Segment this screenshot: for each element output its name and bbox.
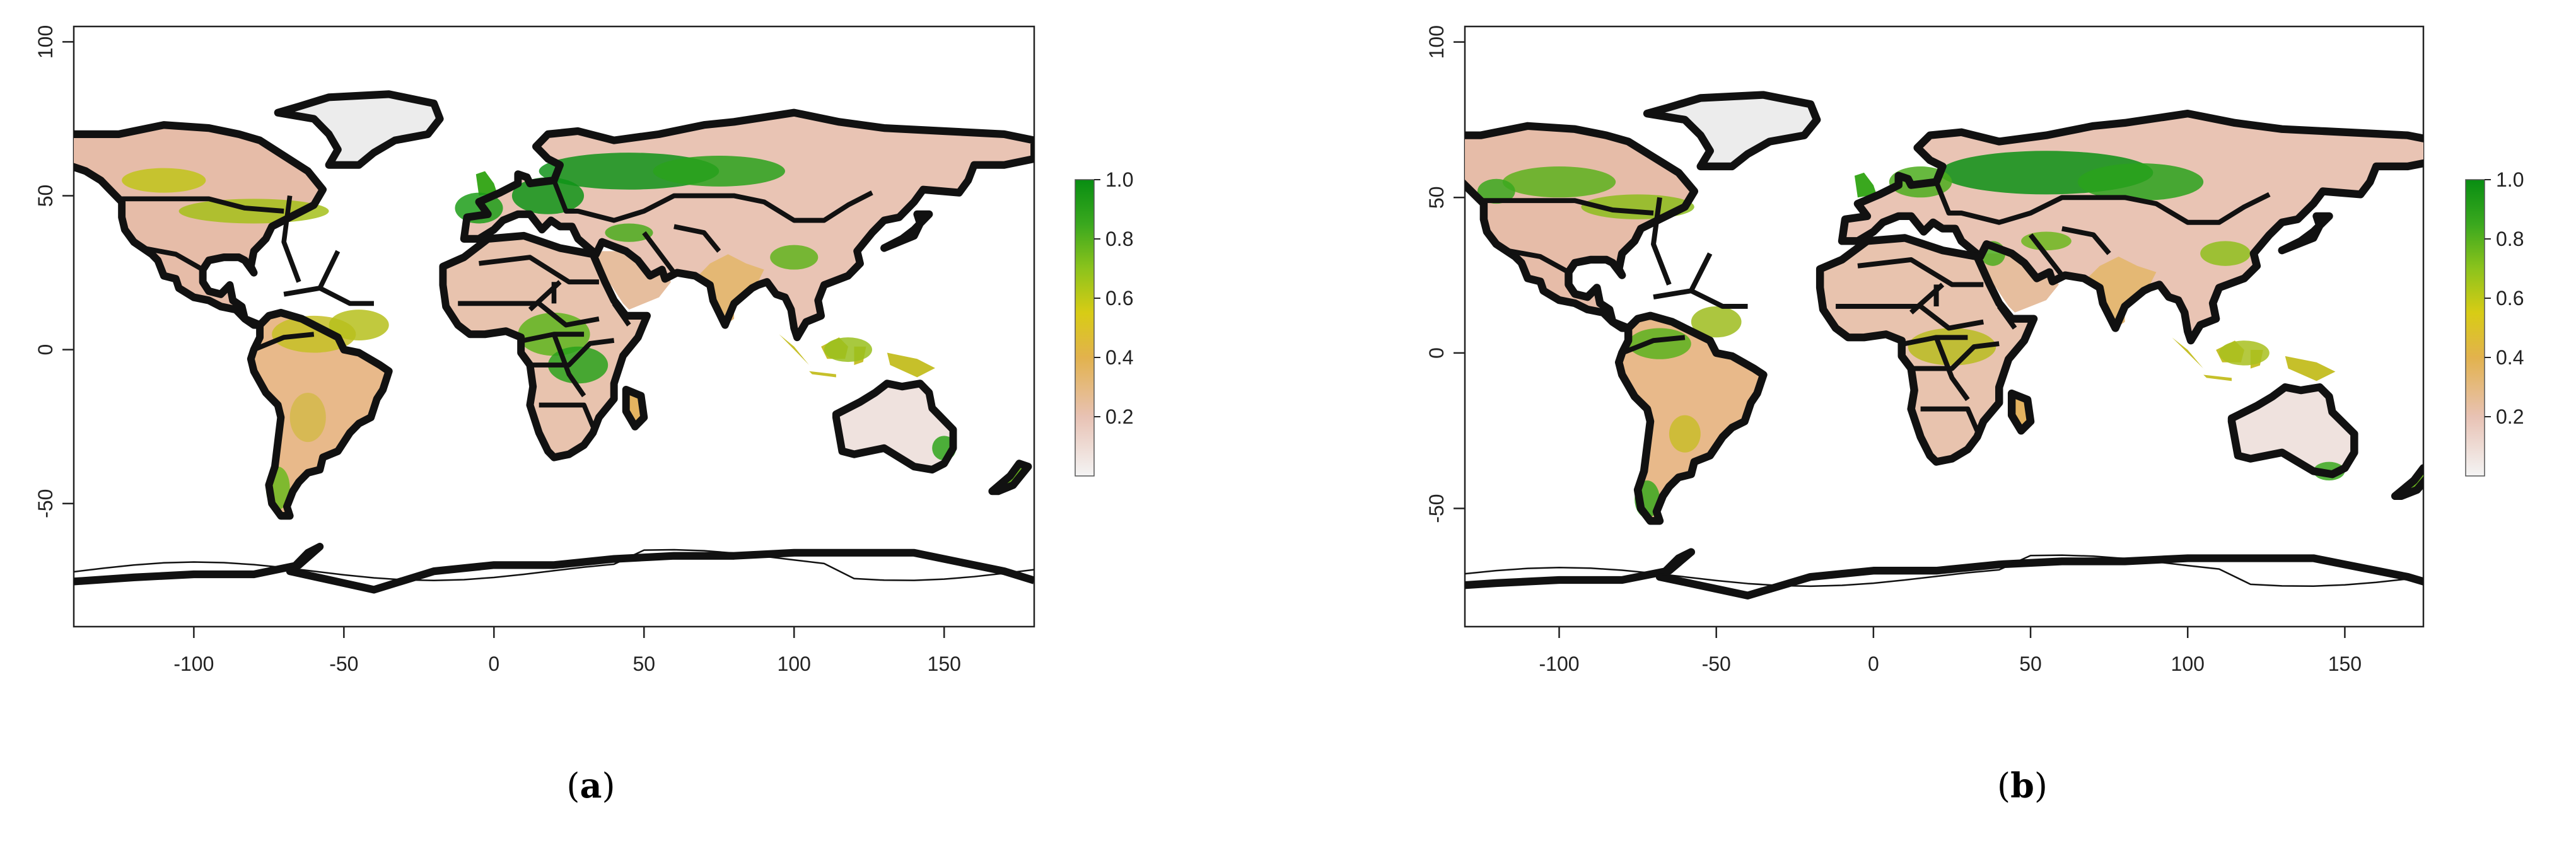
legend-tick-label: 0.4 (1105, 346, 1133, 369)
antarctica-coast (1465, 554, 2408, 588)
vegetation-patch (122, 168, 206, 193)
legend-tick-label: 0.8 (1105, 228, 1133, 250)
vegetation-patch (605, 223, 653, 242)
vegetation-patch (2021, 231, 2072, 251)
legend-colorbar (1075, 179, 1095, 477)
map-panel-a: -50 0 50 100 -100 -50 0 50 100 150 1.0 0.8 0.6 0.4 0… (0, 25, 1133, 806)
caption-a: (a) (566, 765, 615, 806)
legend-tick-label: 0.8 (2496, 228, 2524, 250)
plot-frame-a (73, 25, 1035, 628)
x-tick-label: -50 (329, 652, 358, 675)
vegetation-patch (1669, 415, 1701, 453)
x-axis-b: -100 -50 0 50 100 150 (1539, 627, 2362, 675)
vegetation-patch (1477, 178, 1515, 204)
vegetation-patch (329, 310, 389, 340)
y-tick-label: 100 (1425, 25, 1448, 59)
vegetation-patch (1502, 166, 1616, 198)
legend-tick-label: 0.4 (2496, 346, 2524, 369)
x-tick-label: 150 (2328, 652, 2362, 675)
y-tick-label: -50 (34, 489, 57, 518)
plot-frame-b (1464, 25, 2425, 628)
y-axis-b: -50 0 50 100 (1425, 25, 1465, 523)
vegetation-patch (2077, 163, 2204, 201)
legend-tick-label: 1.0 (2496, 168, 2524, 191)
x-tick-label: 150 (928, 652, 961, 675)
vegetation-patch (1691, 306, 1742, 338)
x-tick-label: -50 (1702, 652, 1731, 675)
antarctica-coast (74, 548, 1034, 582)
y-tick-label: 50 (1425, 186, 1448, 209)
legend-a: 1.0 0.8 0.6 0.4 0.2 (1075, 168, 1133, 477)
x-tick-label: 0 (1868, 652, 1879, 675)
x-tick-label: -100 (1539, 652, 1579, 675)
vegetation-patch (289, 392, 326, 443)
x-tick-label: 100 (778, 652, 811, 675)
y-tick-label: 0 (1425, 347, 1448, 359)
legend-tick-label: 0.6 (2496, 287, 2524, 310)
legend-b: 1.0 0.8 0.6 0.4 0.2 (2465, 168, 2524, 477)
legend-tick-label: 1.0 (1105, 168, 1133, 191)
legend-tick-label: 0.2 (1105, 405, 1133, 428)
x-tick-label: 50 (632, 652, 655, 675)
y-axis-a: -50 0 50 100 (34, 25, 74, 518)
legend-colorbar (2465, 179, 2485, 477)
vegetation-patch (2219, 340, 2270, 366)
y-tick-label: 0 (34, 344, 57, 356)
vegetation-patch (824, 337, 872, 362)
y-tick-label: -50 (1425, 494, 1448, 523)
map-panel-b: -50 0 50 100 -100 -50 0 50 100 150 1.0 0.8 0.6 0.4 0… (1308, 25, 2524, 806)
legend-tick-label: 0.2 (2496, 405, 2524, 428)
x-tick-label: 0 (488, 652, 499, 675)
x-tick-label: -100 (173, 652, 214, 675)
legend-tick-label: 0.6 (1105, 287, 1133, 310)
x-tick-label: 50 (2019, 652, 2042, 675)
x-tick-label: 100 (2171, 652, 2205, 675)
vegetation-patch (2200, 241, 2251, 266)
y-tick-label: 50 (34, 185, 57, 207)
continent-shapes (0, 94, 1034, 589)
caption-b: (b) (1997, 765, 2048, 806)
continent-shapes (1308, 95, 2439, 596)
y-tick-label: 100 (34, 25, 57, 59)
map-a-land (0, 94, 1034, 589)
map-b-land (1308, 95, 2439, 596)
x-axis-a: -100 -50 0 50 100 150 (173, 627, 961, 675)
vegetation-patch (770, 245, 819, 270)
vegetation-patch (653, 156, 785, 187)
vegetation-patch (1628, 328, 1691, 359)
